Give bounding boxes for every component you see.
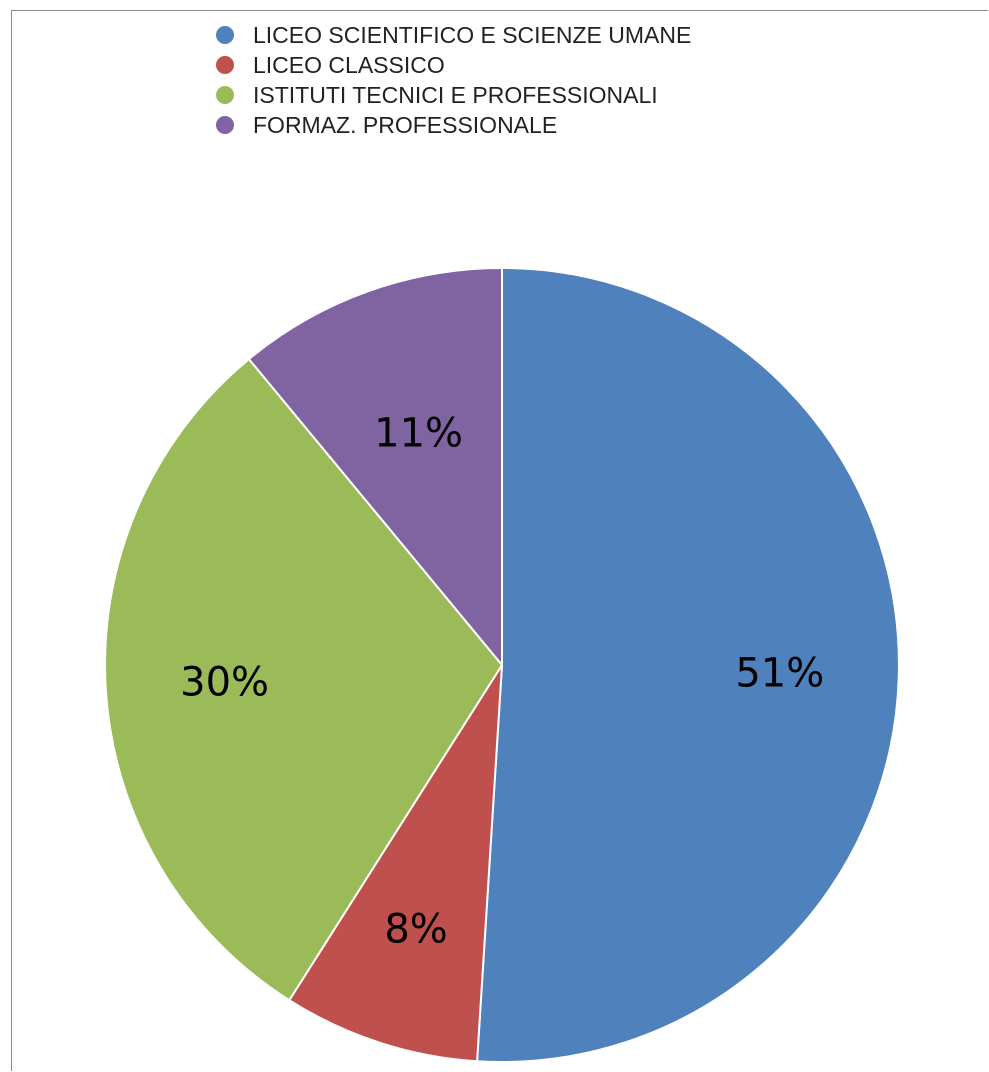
legend-marker [216, 26, 234, 44]
pie-slice [288, 664, 503, 1063]
legend-marker [216, 56, 234, 74]
legend: LICEO SCIENTIFICO E SCIENZE UMANE LICEO … [216, 20, 691, 140]
pie-slice [104, 358, 503, 1002]
legend-item: LICEO CLASSICO [216, 50, 691, 80]
legend-item: ISTITUTI TECNICI E PROFESSIONALI [216, 80, 691, 110]
legend-label: FORMAZ. PROFESSIONALE [253, 111, 558, 138]
slice-percent-label: 8% [384, 906, 447, 952]
legend-label: LICEO CLASSICO [253, 51, 445, 78]
pie-slice [247, 267, 503, 666]
slice-percent-label: 30% [180, 659, 269, 705]
slice-percent-label: 51% [735, 651, 824, 697]
legend-label: LICEO SCIENTIFICO E SCIENZE UMANE [253, 21, 692, 48]
legend-marker [216, 116, 234, 134]
legend-item: LICEO SCIENTIFICO E SCIENZE UMANE [216, 20, 691, 50]
slice-percent-label: 11% [374, 410, 463, 456]
legend-label: ISTITUTI TECNICI E PROFESSIONALI [253, 81, 658, 108]
legend-item: FORMAZ. PROFESSIONALE [216, 110, 691, 140]
legend-marker [216, 86, 234, 104]
pie-slice [476, 267, 900, 1063]
